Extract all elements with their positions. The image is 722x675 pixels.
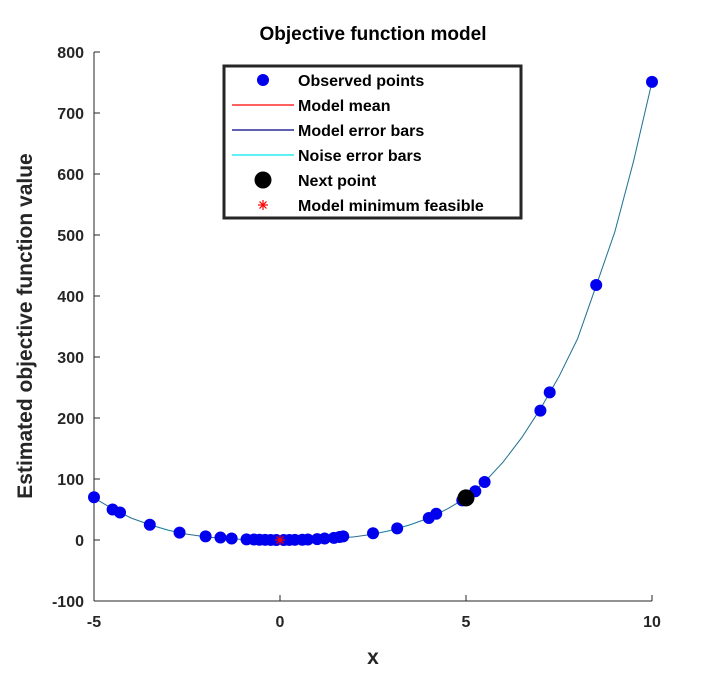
x-tick-label: 0 (276, 614, 285, 631)
observed-point (114, 506, 127, 519)
legend-entry-label: Model error bars (298, 123, 424, 140)
y-tick-label: 600 (57, 167, 84, 184)
x-tick-label: 5 (462, 614, 471, 631)
observed-point (318, 532, 331, 545)
tick-labels: -5 0 5 10 -100 0 100 200 300 400 500 600 700 800 (52, 45, 661, 631)
x-tick-label: -5 (87, 614, 101, 631)
observed-point (337, 530, 350, 543)
observed-point (143, 518, 156, 531)
y-tick-label: 700 (57, 106, 84, 123)
y-tick-label: 0 (75, 533, 84, 550)
legend-entry-label: Model mean (298, 98, 390, 115)
observed-point (430, 507, 443, 520)
observed-point (646, 75, 658, 88)
legend: Observed points Model mean Model error bar… (222, 64, 523, 220)
chart-title: Objective function model (260, 24, 487, 45)
legend-entry-label: Next point (298, 173, 377, 190)
observed-point (534, 404, 547, 417)
observed-point (543, 386, 556, 399)
legend-entry-label: Observed points (298, 73, 424, 90)
axes (93, 51, 653, 602)
observed-point (199, 530, 212, 543)
legend-observed-marker (257, 74, 269, 86)
y-tick-label: -100 (52, 594, 84, 611)
model-minimum-marker (275, 535, 285, 545)
observed-point (88, 491, 100, 504)
observed-point (590, 279, 603, 292)
observed-point (214, 531, 227, 544)
legend-next-point-marker (254, 171, 272, 189)
plot-area (88, 75, 658, 546)
observed-point (478, 476, 491, 489)
y-tick-label: 500 (57, 228, 84, 245)
y-tick-label: 800 (57, 45, 84, 62)
observed-point (391, 522, 404, 535)
observed-point (173, 526, 186, 539)
legend-minimum-marker (258, 200, 268, 210)
x-tick-label: 10 (643, 614, 661, 631)
legend-entry-label: Model minimum feasible (298, 198, 484, 215)
legend-entry-label: Noise error bars (298, 148, 422, 165)
observed-point (301, 533, 314, 546)
x-axis-label: x (367, 646, 379, 669)
next-point (457, 489, 475, 507)
y-tick-label: 400 (57, 289, 84, 306)
legend-box (222, 64, 523, 220)
asterisk-stroke (276, 536, 284, 544)
asterisk-stroke (259, 201, 267, 209)
y-axis-label: Estimated objective function value (14, 153, 37, 498)
observed-point (225, 532, 238, 545)
y-tick-label: 100 (57, 472, 84, 489)
y-tick-label: 200 (57, 411, 84, 428)
y-tick-label: 300 (57, 350, 84, 367)
observed-point (367, 527, 379, 540)
